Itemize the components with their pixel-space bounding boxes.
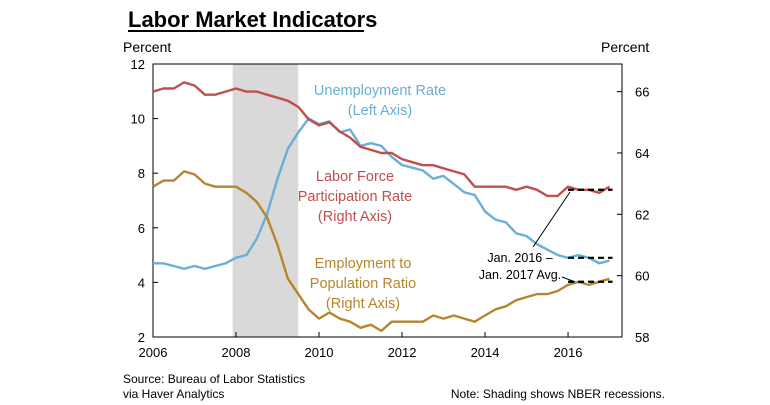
left-axis-label: Percent — [123, 39, 171, 55]
chart-title: Labor Market Indicators — [128, 7, 377, 32]
right-tick-label: 64 — [635, 146, 649, 161]
source-line-1: Source: Bureau of Labor Statistics — [123, 372, 305, 386]
series-label-participation-rate: Participation Rate — [298, 189, 412, 205]
plot-frame — [152, 63, 623, 338]
series-line-participation-rate — [152, 81, 611, 198]
x-tick-label: 2016 — [554, 345, 583, 360]
x-tick-label: 2008 — [222, 345, 251, 360]
annotation-leader-line — [561, 276, 576, 283]
left-tick-label: 8 — [138, 166, 145, 181]
series-label-participation-rate: (Right Axis) — [318, 209, 392, 225]
x-tick-label: 2012 — [388, 345, 417, 360]
x-tick-label: 2006 — [139, 345, 168, 360]
left-tick-label: 4 — [138, 275, 145, 290]
right-axis-label: Percent — [601, 39, 649, 55]
recession-shading — [232, 64, 299, 337]
shading-note: Note: Shading shows NBER recessions. — [451, 387, 665, 401]
average-lines — [568, 188, 613, 283]
series-label-unemployment-rate: (Left Axis) — [348, 103, 412, 119]
annotation-leader-line — [532, 191, 571, 248]
right-tick-label: 62 — [635, 207, 649, 222]
left-tick-label: 6 — [138, 221, 145, 236]
x-tick-label: 2010 — [305, 345, 334, 360]
axis-ticks: 2 4 6 8 10 12 58 60 62 64 66 2006 2008 2010 2012 2014 20… — [131, 57, 650, 360]
left-tick-label: 2 — [138, 330, 145, 345]
left-tick-label: 12 — [131, 57, 145, 72]
series-label-unemployment-rate: Unemployment Rate — [314, 83, 446, 99]
source-line-2: via Haver Analytics — [123, 387, 224, 401]
average-annotation-label: Jan. 2016 – — [487, 251, 552, 265]
right-tick-label: 66 — [635, 85, 649, 100]
series-label-participation-rate: Labor Force — [316, 169, 394, 185]
average-annotation-label: Jan. 2017 Avg. — [479, 268, 561, 282]
series-label-employment-population-ratio: Population Ratio — [310, 276, 416, 292]
x-tick-label: 2014 — [471, 345, 500, 360]
series-label-employment-population-ratio: Employment to — [315, 256, 412, 272]
series-line-employment-population-ratio — [152, 170, 610, 333]
left-tick-label: 10 — [131, 112, 145, 127]
series-lines — [152, 81, 611, 333]
right-tick-label: 58 — [635, 330, 649, 345]
series-labels: Unemployment Rate (Left Axis) Labor Force P… — [298, 83, 576, 312]
right-tick-label: 60 — [635, 269, 649, 284]
series-line-unemployment-rate — [153, 117, 610, 270]
series-label-employment-population-ratio: (Right Axis) — [326, 296, 400, 312]
